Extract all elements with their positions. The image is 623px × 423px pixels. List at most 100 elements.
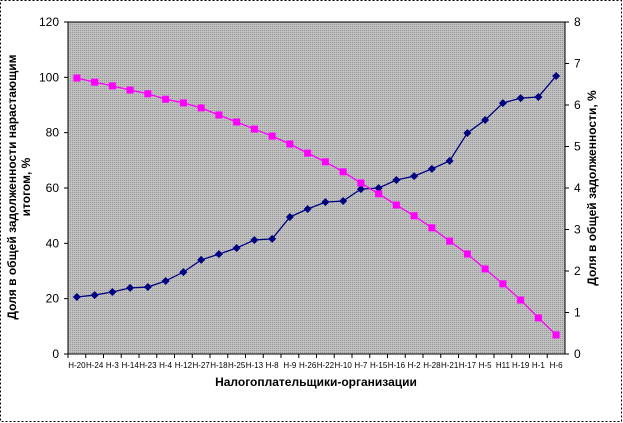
y2-tick-label: 4 [574, 181, 581, 195]
y-tick-label: 80 [46, 126, 60, 140]
x-tick-label: Н-20 [68, 361, 86, 370]
x-tick-label: Н-4 [159, 361, 172, 370]
series-marker [552, 71, 561, 80]
series-marker [374, 184, 383, 192]
y-tick-label: 40 [46, 236, 60, 250]
series-marker [250, 125, 258, 133]
x-tick-label: Н-22 [317, 361, 335, 370]
series-marker [285, 213, 294, 222]
y2-tick-label: 8 [574, 15, 581, 29]
series-marker [375, 190, 383, 198]
series-line [76, 77, 557, 336]
y-tick-label: 120 [39, 15, 59, 29]
series-marker [499, 280, 507, 288]
x-tick-label: Н-5 [479, 361, 492, 370]
x-tick-label: Н-1 [532, 361, 545, 370]
series-marker [214, 250, 223, 259]
series-marker [410, 212, 418, 220]
x-tick-label: Н-15 [370, 361, 388, 370]
y2-axis-label: Доля в общей задолженности, % [585, 90, 599, 286]
x-tick-label: Н-3 [106, 361, 119, 370]
y-tick-label: 60 [46, 181, 60, 195]
x-tick-label: Н-13 [246, 361, 264, 370]
series-marker [268, 132, 276, 140]
x-tick-label: Н-2 [408, 361, 421, 370]
series-marker [498, 99, 507, 108]
series-line [76, 75, 557, 298]
y-tick-label: 100 [39, 70, 59, 84]
x-tick-label: Н-18 [210, 361, 228, 370]
x-tick-label: Н-19 [512, 361, 530, 370]
series-marker [268, 234, 277, 243]
x-tick-label: Н-17 [459, 361, 477, 370]
series-marker [445, 156, 454, 165]
series-marker [481, 265, 489, 273]
series-marker [90, 291, 99, 300]
series-marker [534, 314, 542, 322]
series-marker [286, 140, 294, 148]
series-marker [233, 118, 241, 126]
series-marker [552, 331, 560, 339]
x-tick-label: Н-25 [228, 361, 246, 370]
x-tick-label: Н-16 [388, 361, 406, 370]
x-tick-label: Н-28 [423, 361, 441, 370]
x-tick-label: Н-6 [550, 361, 563, 370]
y2-tick-label: 5 [574, 140, 581, 154]
x-tick-label: Н-23 [139, 361, 157, 370]
x-tick-label: Н-26 [299, 361, 317, 370]
plot-area [67, 21, 566, 355]
y-axis-label: Доля в общей задолженности нарастающим и… [5, 54, 33, 320]
series-marker [428, 224, 436, 232]
x-tick-label: Н-10 [334, 361, 352, 370]
series-marker [446, 237, 454, 245]
series-marker [250, 236, 259, 245]
series-marker [481, 115, 490, 124]
y2-tick-label: 2 [574, 264, 581, 278]
y-tick-label: 20 [46, 292, 60, 306]
series-marker [463, 250, 471, 258]
series-marker [357, 179, 365, 187]
series-marker [143, 283, 152, 292]
series-marker [356, 185, 365, 194]
x-tick-label: Н-8 [266, 361, 279, 370]
series-marker [534, 92, 543, 101]
series-marker [392, 175, 401, 184]
y-tick-label: 0 [52, 347, 59, 361]
series-marker [339, 168, 347, 176]
series-marker [215, 111, 223, 119]
series-marker [463, 128, 472, 137]
series-marker [144, 90, 152, 98]
series-marker [304, 149, 312, 157]
series-marker [73, 74, 81, 82]
series-marker [321, 158, 329, 166]
series-marker [232, 244, 241, 253]
y2-tick-label: 7 [574, 57, 581, 71]
series-marker [197, 255, 206, 264]
series-marker [517, 296, 525, 304]
x-tick-label: Н-12 [175, 361, 193, 370]
x-tick-label: Н-7 [354, 361, 367, 370]
x-tick-label: Н-9 [283, 361, 296, 370]
series-marker [179, 268, 188, 277]
series-marker [161, 276, 170, 285]
series-marker [108, 288, 117, 297]
x-axis-label: Налогоплательщики-организации [215, 375, 417, 389]
x-tick-label: Н-24 [86, 361, 104, 370]
series-marker [91, 78, 99, 86]
x-tick-label: Н-14 [121, 361, 139, 370]
series-marker [179, 99, 187, 107]
series-marker [516, 94, 525, 103]
series-marker [427, 164, 436, 173]
series-marker [303, 205, 312, 214]
series-marker [162, 95, 170, 103]
series-marker [72, 293, 81, 302]
x-tick-label: Н-27 [192, 361, 210, 370]
series-marker [126, 86, 134, 94]
series-marker [392, 201, 400, 209]
series-marker [197, 104, 205, 112]
x-tick-label: Н-21 [441, 361, 459, 370]
series-marker [321, 198, 330, 207]
